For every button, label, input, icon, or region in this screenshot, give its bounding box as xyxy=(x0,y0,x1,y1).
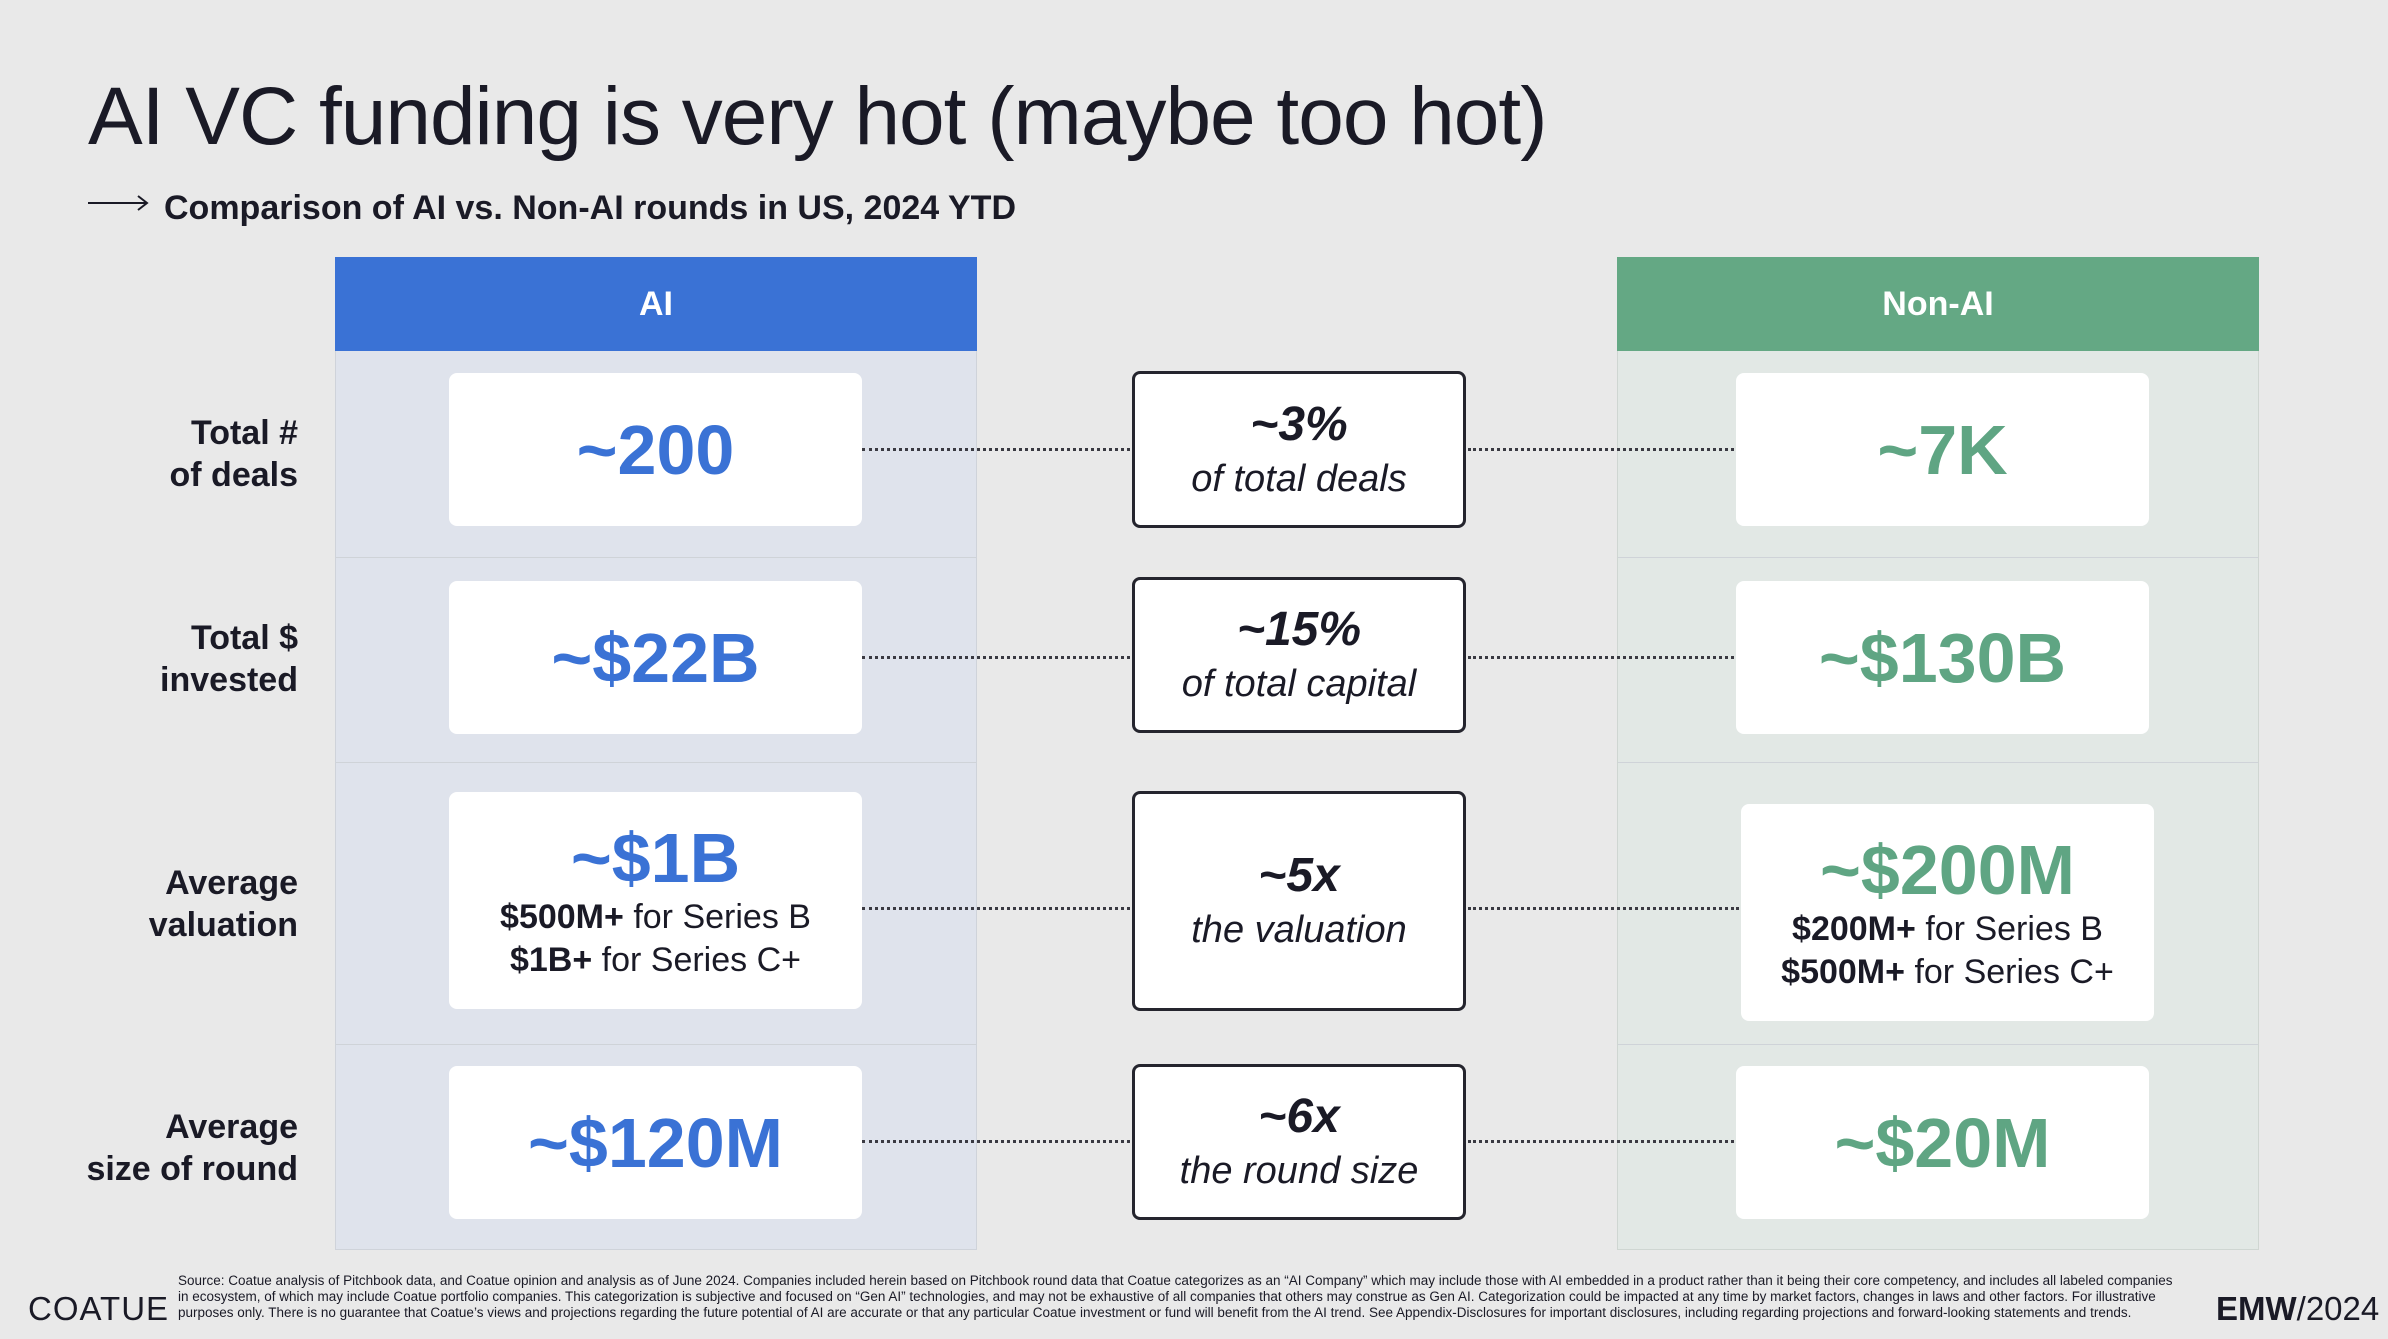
non-ai-valuation-series-c: $500M+ for Series C+ xyxy=(1781,952,2114,991)
ratio-description: of total deals xyxy=(1191,457,1407,500)
row-divider xyxy=(336,1044,976,1045)
ratio-value: ~15% xyxy=(1236,603,1362,656)
connector-line xyxy=(1468,1140,1734,1143)
non-ai-total-invested-value: ~$130B xyxy=(1818,618,2067,697)
connector-line xyxy=(1468,907,1739,910)
row-divider xyxy=(336,762,976,763)
page-title: AI VC funding is very hot (maybe too hot… xyxy=(88,71,1548,162)
ratio-valuation-card: ~5x the valuation xyxy=(1132,791,1466,1011)
ai-round-size-card: ~$120M xyxy=(449,1066,862,1219)
row-divider xyxy=(1618,1044,2258,1045)
ratio-description: the round size xyxy=(1179,1150,1419,1192)
ai-valuation-series-b: $500M+ for Series B xyxy=(500,897,811,936)
row-divider xyxy=(336,557,976,558)
ai-total-deals-card: ~200 xyxy=(449,373,862,526)
connector-line xyxy=(862,1140,1130,1143)
row-label-total-invested: Total $ invested xyxy=(160,619,298,699)
ai-valuation-card: ~$1B $500M+ for Series B $1B+ for Series… xyxy=(449,792,862,1009)
non-ai-valuation-value: ~$200M xyxy=(1820,830,2075,909)
connector-line xyxy=(1468,448,1734,451)
ratio-value: ~3% xyxy=(1250,397,1348,451)
ai-total-invested-card: ~$22B xyxy=(449,581,862,734)
ratio-round-size-card: ~6x the round size xyxy=(1132,1064,1466,1220)
ratio-description: of total capital xyxy=(1181,663,1417,705)
non-ai-total-invested-card: ~$130B xyxy=(1736,581,2149,734)
source-footnote: Source: Coatue analysis of Pitchbook dat… xyxy=(178,1273,2173,1320)
non-ai-total-deals-card: ~7K xyxy=(1736,373,2149,526)
row-divider xyxy=(1618,557,2258,558)
row-divider xyxy=(1618,762,2258,763)
ai-column-header: AI xyxy=(335,257,977,351)
connector-line xyxy=(1468,656,1734,659)
ai-round-size-value: ~$120M xyxy=(528,1103,783,1182)
ratio-total-deals-card: ~3% of total deals xyxy=(1132,371,1466,528)
connector-line xyxy=(862,656,1130,659)
connector-line xyxy=(862,448,1130,451)
non-ai-column-header: Non-AI xyxy=(1617,257,2259,351)
page-subtitle: Comparison of AI vs. Non-AI rounds in US… xyxy=(164,189,1017,227)
emw-2024-mark: EMW/2024 xyxy=(2216,1290,2380,1327)
ratio-total-invested-card: ~15% of total capital xyxy=(1132,577,1466,733)
non-ai-round-size-value: ~$20M xyxy=(1834,1103,2051,1182)
arrow-right-icon xyxy=(88,195,149,211)
row-label-average-round-size: Average size of round xyxy=(86,1108,298,1188)
ratio-value: ~6x xyxy=(1258,1090,1340,1143)
ai-total-invested-value: ~$22B xyxy=(551,618,760,697)
ratio-value: ~5x xyxy=(1258,849,1340,902)
non-ai-total-deals-value: ~7K xyxy=(1877,410,2008,489)
ai-total-deals-value: ~200 xyxy=(576,410,735,489)
ai-valuation-series-c: $1B+ for Series C+ xyxy=(509,940,802,979)
coatue-logo: COATUE xyxy=(28,1290,170,1327)
non-ai-valuation-card: ~$200M $200M+ for Series B $500M+ for Se… xyxy=(1741,804,2154,1021)
connector-line xyxy=(862,907,1130,910)
row-label-average-valuation: Average valuation xyxy=(148,864,298,944)
row-label-total-deals: Total # of deals xyxy=(169,414,298,494)
ratio-description: the valuation xyxy=(1191,909,1407,951)
non-ai-round-size-card: ~$20M xyxy=(1736,1066,2149,1219)
ai-valuation-value: ~$1B xyxy=(570,818,741,897)
non-ai-valuation-series-b: $200M+ for Series B xyxy=(1792,909,2103,948)
